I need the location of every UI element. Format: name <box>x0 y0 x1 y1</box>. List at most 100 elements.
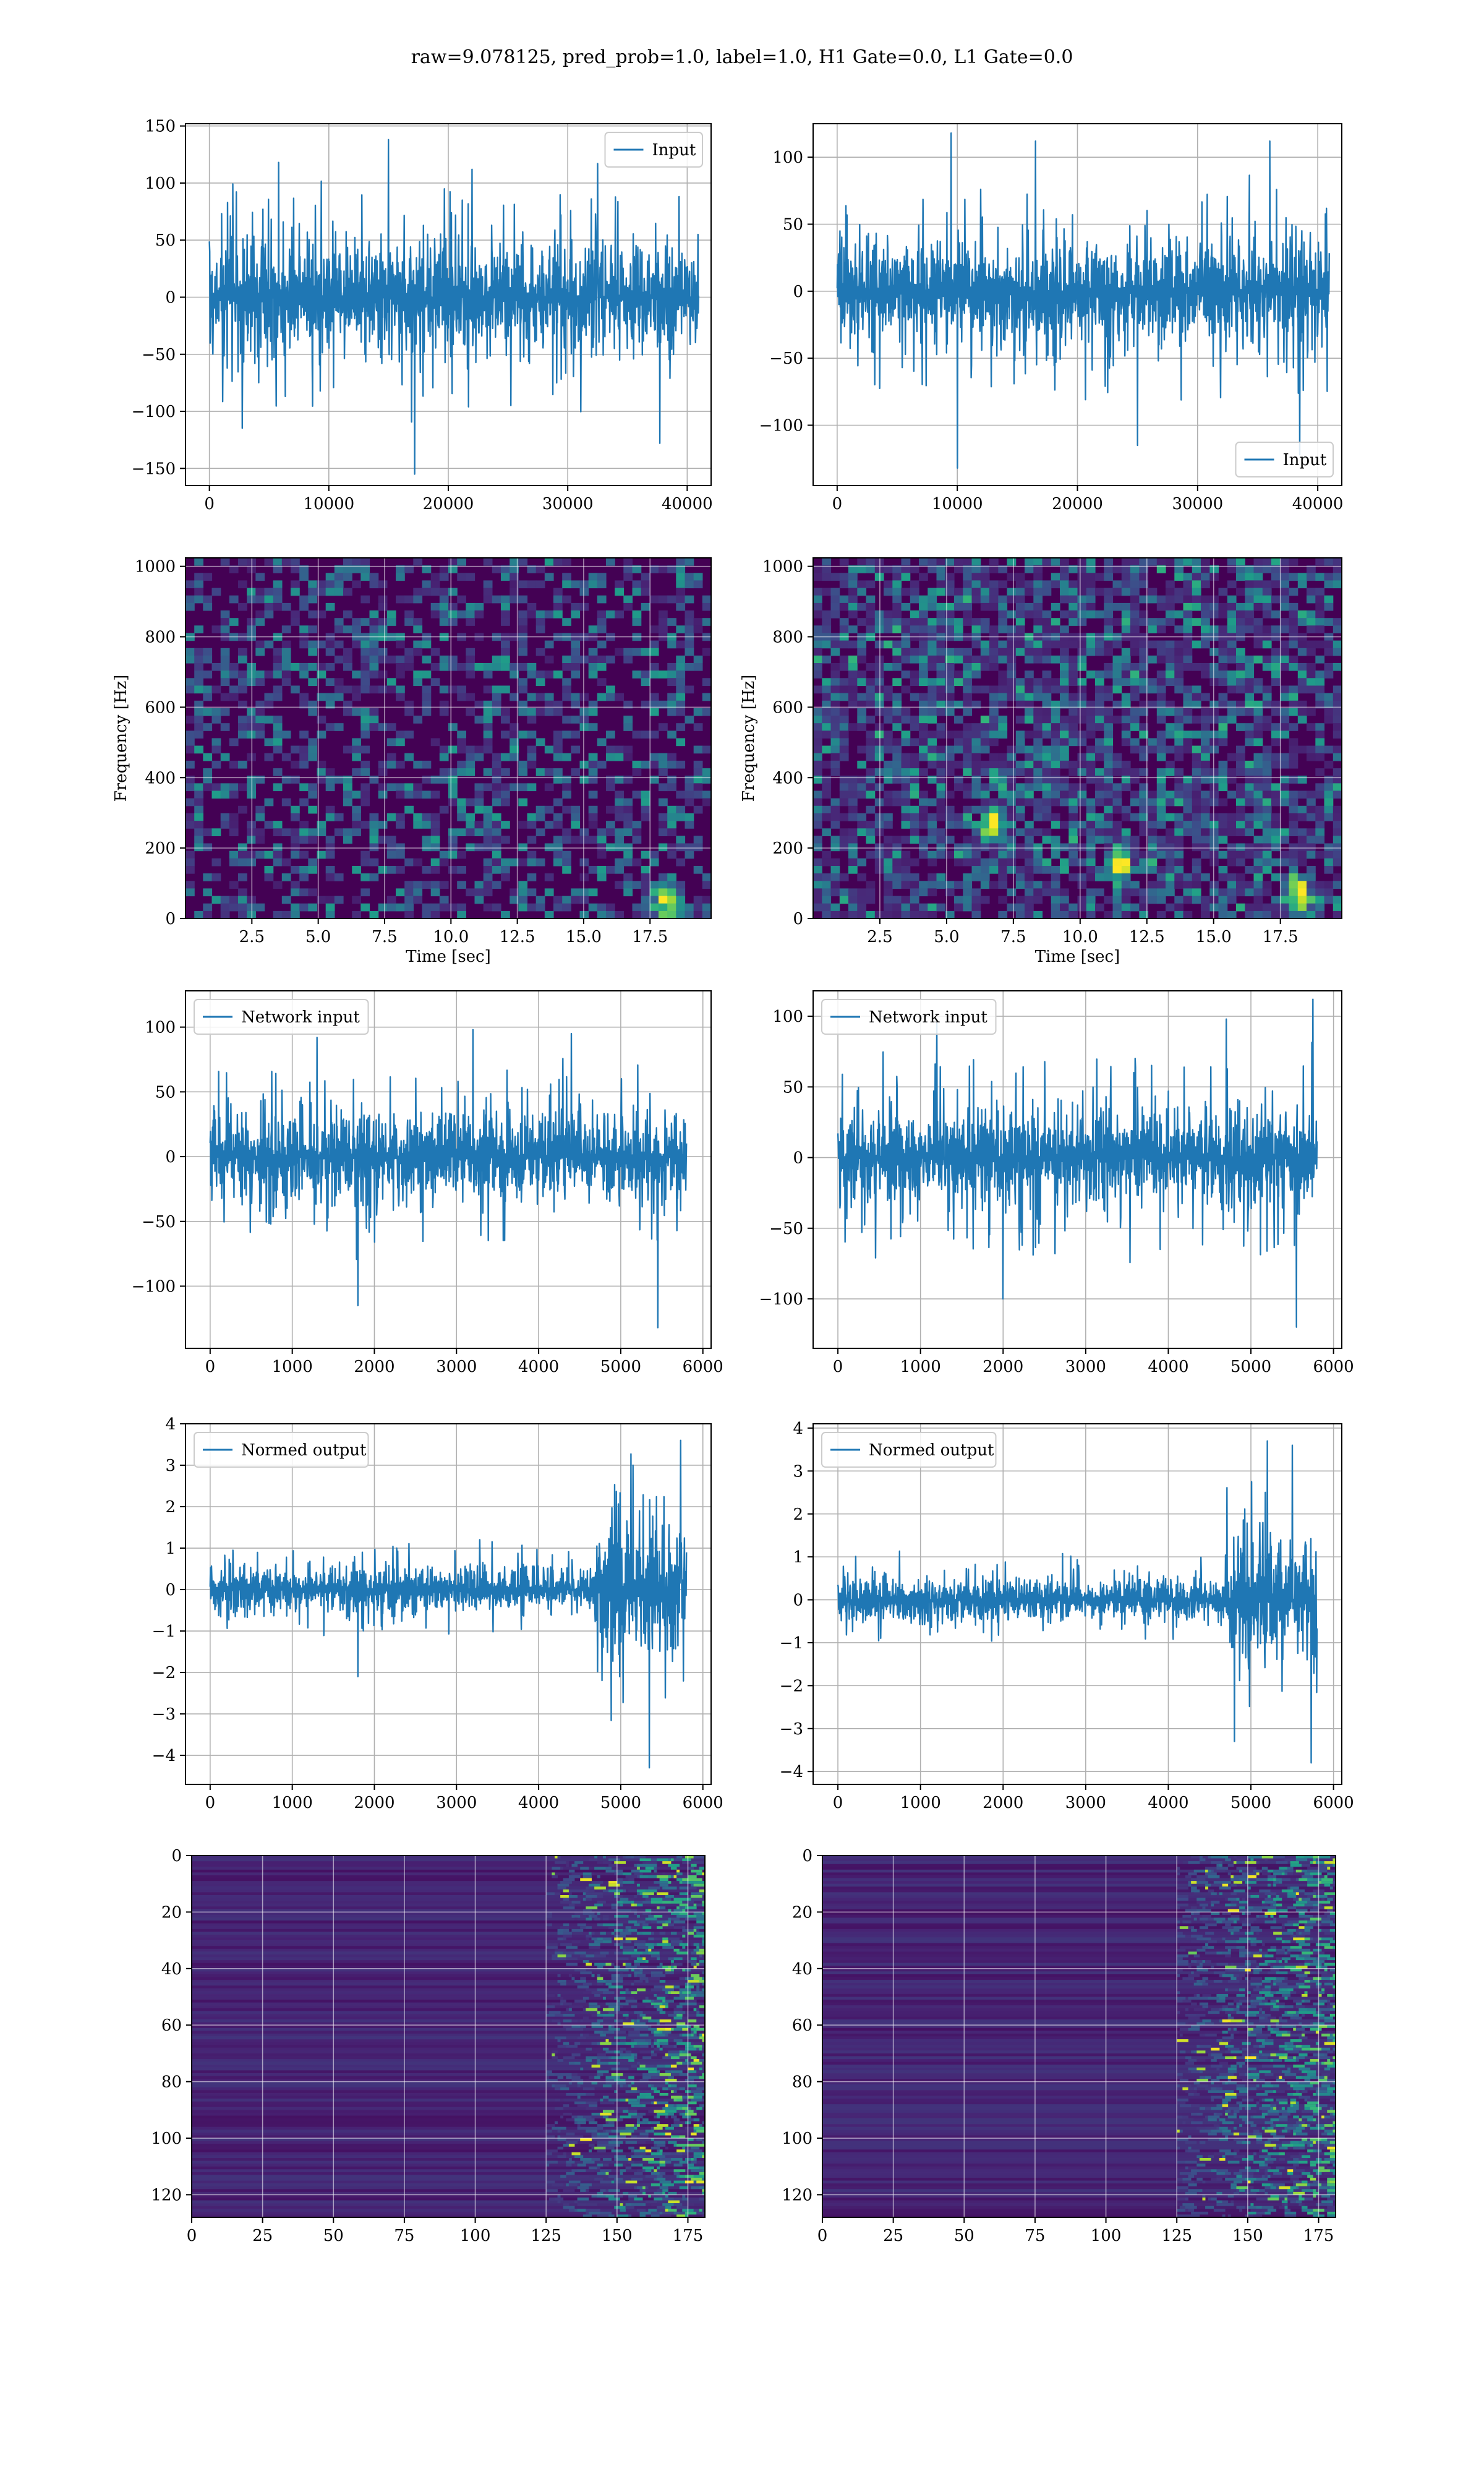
net-l-legend-label: Network input <box>869 1008 987 1027</box>
norm-l-legend: Normed output <box>821 1432 997 1468</box>
spec-h-frame <box>185 557 712 919</box>
feat-h-xtick-label: 150 <box>602 2227 633 2245</box>
feat-h-xtick-label: 25 <box>252 2227 273 2245</box>
input-l-trace <box>836 132 1330 469</box>
spec-l-ytick-label: 0 <box>793 910 803 928</box>
input-h-ytick-label: −50 <box>142 346 176 364</box>
input-l-series <box>836 132 1330 469</box>
feat-l-xtick-label: 150 <box>1232 2227 1263 2245</box>
norm-l-y-ticks: −4 −3 −2 −1 0 1 2 3 4 <box>780 1419 813 1781</box>
figure-suptitle: raw=9.078125, pred_prob=1.0, label=1.0, … <box>411 46 1073 68</box>
input-h-ytick-label: 0 <box>165 289 176 307</box>
norm-h-ytick-label: 4 <box>165 1415 176 1434</box>
norm-h-x-ticks: 0 1000 2000 3000 4000 5000 6000 <box>205 1784 723 1812</box>
spec-l-ytick-label: 400 <box>772 769 803 787</box>
net-l-ytick-label: 100 <box>772 1008 803 1026</box>
input-h-trace <box>208 139 700 475</box>
norm-h-xtick-label: 4000 <box>518 1794 559 1812</box>
input-l-x-ticks: 0 10000 20000 30000 40000 <box>832 486 1344 513</box>
norm-h-xtick-label: 3000 <box>436 1794 477 1812</box>
feat-l-x-ticks: 0 25 50 75 100 125 150 175 <box>817 2217 1334 2245</box>
norm-l-trace <box>837 1440 1318 1764</box>
feat-h-ytick-label: 100 <box>151 2129 182 2148</box>
net-h-series <box>209 1029 688 1329</box>
spec-l-panel: 2.5 5.0 7.5 10.0 12.5 15.0 17.5 0 200 400 600 800 10… <box>740 557 1342 966</box>
norm-l-xtick-label: 0 <box>833 1794 843 1812</box>
norm-h-xtick-label: 0 <box>205 1794 216 1812</box>
feat-l-xtick-label: 75 <box>1025 2227 1045 2245</box>
spec-h-xtick-label: 7.5 <box>372 928 397 946</box>
norm-l-ytick-label: −4 <box>780 1763 803 1781</box>
input-l-ytick-label: −50 <box>769 349 803 368</box>
norm-l-ytick-label: 2 <box>793 1505 803 1524</box>
input-h-ytick-label: −100 <box>132 403 176 421</box>
input-h-ytick-label: 100 <box>145 174 176 193</box>
norm-h-xtick-label: 2000 <box>354 1794 394 1812</box>
net-l-xtick-label: 1000 <box>900 1358 941 1376</box>
spec-h-x-ticks: 2.5 5.0 7.5 10.0 12.5 15.0 17.5 <box>239 918 668 946</box>
net-h-frame <box>185 990 712 1349</box>
net-h-xtick-label: 1000 <box>272 1358 313 1376</box>
net-h-ytick-label: 100 <box>145 1019 176 1037</box>
feat-l-xtick-label: 25 <box>883 2227 903 2245</box>
spec-l-frame <box>812 557 1342 919</box>
feat-h-x-ticks: 0 25 50 75 100 125 150 175 <box>187 2217 703 2245</box>
input-h-xtick-label: 40000 <box>662 495 713 513</box>
feat-h-ytick-label: 80 <box>161 2073 182 2092</box>
spec-h-xtick-label: 2.5 <box>239 928 265 946</box>
input-l-ytick-label: −100 <box>759 417 803 435</box>
net-l-xtick-label: 2000 <box>983 1358 1023 1376</box>
feat-l-panel: 0 25 50 75 100 125 150 175 0 20 40 60 80 100 120 <box>782 1847 1336 2245</box>
net-l-legend: Network input <box>821 999 997 1035</box>
spec-l-ytick-label: 200 <box>772 839 803 858</box>
input-l-xtick-label: 40000 <box>1292 495 1344 513</box>
input-h-ytick-label: −150 <box>132 460 176 478</box>
spec-h-xtick-label: 10.0 <box>433 928 469 946</box>
net-h-ytick-label: 0 <box>165 1148 176 1166</box>
spec-l-y-ticks: 0 200 400 600 800 1000 <box>762 558 813 928</box>
norm-l-xtick-label: 1000 <box>900 1794 941 1812</box>
spec-h-xlabel: Time [sec] <box>406 948 491 966</box>
feat-h-xtick-label: 50 <box>323 2227 344 2245</box>
norm-h-panel: Normed output 0 1000 2000 3000 4000 5000 6000 −4… <box>152 1415 723 1812</box>
feat-l-xtick-label: 50 <box>954 2227 974 2245</box>
norm-h-ytick-label: −3 <box>152 1705 176 1724</box>
norm-h-frame <box>185 1423 712 1785</box>
net-l-ytick-label: −100 <box>759 1290 803 1309</box>
norm-l-series <box>837 1440 1318 1764</box>
feat-h-heatmap <box>192 1856 705 2217</box>
norm-h-xtick-label: 1000 <box>272 1794 313 1812</box>
feat-l-ytick-label: 100 <box>782 2129 812 2148</box>
input-l-ytick-label: 50 <box>783 216 803 234</box>
norm-h-legend: Normed output <box>194 1432 369 1468</box>
norm-h-ytick-label: −4 <box>152 1747 176 1765</box>
input-h-legend: Input <box>604 132 703 168</box>
net-l-ytick-label: 50 <box>783 1078 803 1097</box>
spec-h-ylabel: Frequency [Hz] <box>112 675 130 802</box>
norm-h-series <box>209 1439 688 1769</box>
net-l-ytick-label: −50 <box>769 1220 803 1238</box>
net-l-xtick-label: 4000 <box>1148 1358 1188 1376</box>
input-l-panel: Input 0 10000 20000 30000 40000 −100 −50 0 50 100 <box>759 123 1344 513</box>
input-h-y-ticks: −150 −100 −50 0 50 100 150 <box>132 118 186 478</box>
norm-l-panel: Normed output 0 1000 2000 3000 4000 5000 6000 −4… <box>780 1419 1354 1812</box>
feat-h-xtick-label: 75 <box>394 2227 414 2245</box>
net-h-legend: Network input <box>194 999 369 1035</box>
spec-l-grid <box>813 558 1342 919</box>
feat-h-panel: 0 25 50 75 100 125 150 175 0 20 40 60 80 100 120 <box>151 1847 706 2245</box>
net-h-ytick-label: −100 <box>132 1277 176 1296</box>
spec-h-ytick-label: 400 <box>145 769 176 787</box>
feat-l-ytick-label: 0 <box>802 1847 812 1865</box>
norm-h-y-ticks: −4 −3 −2 −1 0 1 2 3 4 <box>152 1415 186 1765</box>
spec-l-xtick-label: 5.0 <box>934 928 959 946</box>
feat-h-xtick-label: 0 <box>187 2227 197 2245</box>
feat-h-xtick-label: 100 <box>460 2227 491 2245</box>
feat-l-ytick-label: 20 <box>792 1903 812 1922</box>
spec-l-ytick-label: 600 <box>772 698 803 717</box>
input-l-xtick-label: 0 <box>832 495 843 513</box>
input-h-series <box>208 139 700 475</box>
feat-l-ytick-label: 80 <box>792 2073 812 2092</box>
input-l-y-ticks: −100 −50 0 50 100 <box>759 148 813 435</box>
net-l-xtick-label: 3000 <box>1065 1358 1106 1376</box>
